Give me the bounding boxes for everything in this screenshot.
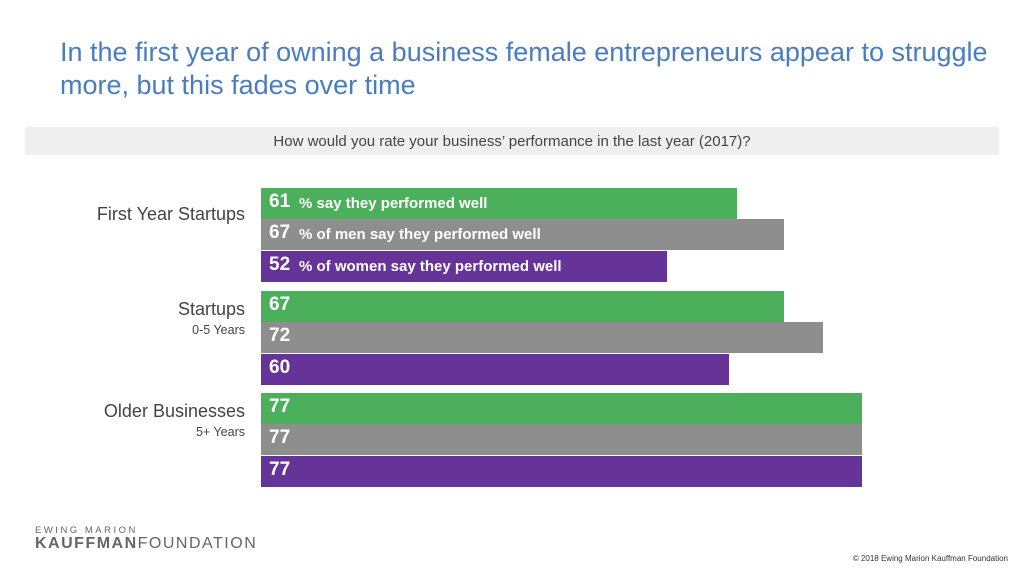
category-sub: 5+ Years [195, 425, 245, 439]
category-label: Older Businesses 5+ Years [104, 401, 245, 439]
category-name: First Year Startups [96, 204, 245, 224]
data-label: 77 [269, 396, 291, 417]
logo-bold: KAUFFMAN [35, 535, 138, 552]
data-label: 72 [269, 325, 291, 347]
logo-top: EWING MARION [35, 525, 138, 536]
data-label: 77 [269, 458, 291, 480]
category-label: First Year Startups [97, 204, 245, 225]
data-label: 52 [269, 253, 291, 275]
kauffman-logo: EWING MARION KAUFFMANFOUNDATION [35, 525, 257, 553]
category-sub: 0-5 Years [192, 323, 245, 337]
bar: 77 [261, 424, 862, 456]
question-banner: How would you rate your business’ perfor… [25, 127, 999, 155]
category-name: Startups [177, 299, 245, 319]
data-label: 60 [269, 356, 291, 378]
category-label: Startups 0-5 Years [178, 299, 245, 337]
data-label: 67 [269, 222, 291, 244]
slide-title: In the first year of owning a business f… [60, 37, 988, 100]
bar: 67 [261, 291, 784, 322]
data-label: 61 [269, 191, 291, 212]
series-label: % say they performed well [299, 195, 488, 212]
bar: 52 % of women say they performed well [261, 250, 667, 282]
bar: 67 % of men say they performed well [261, 219, 784, 251]
data-label: 67 [269, 294, 291, 315]
copyright: © 2018 Ewing Marion Kauffman Foundation [852, 554, 1008, 563]
bar: 61 % say they performed well [261, 188, 738, 219]
chart-title: How would you rate your business’ perfor… [273, 133, 751, 150]
logo-rest: FOUNDATION [137, 535, 258, 552]
series-label: % of men say they performed well [299, 226, 541, 244]
bar: 77 [261, 455, 862, 487]
bar: 60 [261, 353, 730, 385]
data-label: 77 [269, 427, 291, 449]
bar: 72 [261, 322, 823, 354]
category-name: Older Businesses [103, 401, 245, 421]
bar: 77 [261, 393, 862, 424]
series-label: % of women say they performed well [299, 257, 562, 275]
